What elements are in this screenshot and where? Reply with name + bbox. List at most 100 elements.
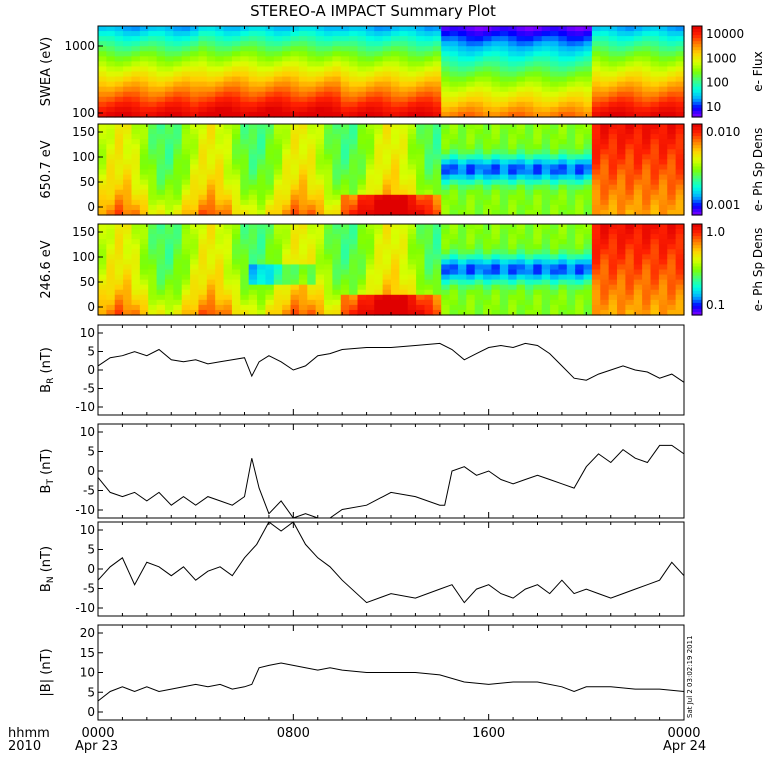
spectrogram-cell (265, 309, 275, 316)
spectrogram-cell (357, 264, 367, 271)
spectrogram-cell (466, 101, 476, 108)
spectrogram-cell (416, 149, 426, 155)
spectrogram-cell (382, 96, 392, 103)
spectrogram-cell (658, 164, 668, 171)
spectrogram-cell (106, 124, 116, 130)
spectrogram-cell (374, 86, 384, 93)
spectrogram-cell (332, 159, 342, 166)
spectrogram-cell (273, 46, 283, 52)
spectrogram-cell (231, 36, 241, 42)
spectrogram-cell (332, 189, 342, 196)
spectrogram-cell (441, 274, 451, 281)
spectrogram-cell (156, 199, 166, 206)
spectrogram-cell (650, 269, 660, 276)
spectrogram-cell (181, 244, 191, 250)
spectrogram-cell (524, 96, 534, 103)
spectrogram-cell (675, 184, 685, 191)
spectrogram-cell (315, 254, 325, 260)
spectrogram-cell (273, 144, 283, 150)
spectrogram-cell (382, 111, 392, 118)
spectrogram-cell (416, 294, 426, 301)
spectrogram-cell (231, 111, 241, 118)
spectrogram-cell (550, 106, 560, 113)
spectrogram-cell (114, 46, 124, 52)
spectrogram-cell (290, 269, 300, 276)
spectrogram-cell (658, 284, 668, 291)
spectrogram-cell (407, 284, 417, 291)
spectrogram-cell (407, 129, 417, 135)
spectrogram-cell (173, 294, 183, 301)
spectrogram-cell (298, 184, 308, 191)
spectrogram-cell (457, 41, 467, 47)
spectrogram-cell (566, 36, 576, 42)
spectrogram-cell (449, 26, 459, 32)
spectrogram-cell (416, 304, 426, 311)
spectrogram-cell (349, 154, 359, 160)
spectrogram-cell (449, 56, 459, 62)
spectrogram-cell (206, 36, 216, 42)
spectrogram-cell (374, 229, 384, 235)
spectrogram-cell (257, 81, 267, 88)
spectrogram-cell (357, 254, 367, 260)
spectrogram-cell (248, 96, 258, 103)
spectrogram-cell (541, 274, 551, 281)
spectrogram-cell (391, 129, 400, 135)
spectrogram-cell (524, 134, 534, 140)
spectrogram-cell (139, 76, 149, 83)
spectrogram-cell (533, 249, 543, 255)
spectrogram-cell (349, 61, 359, 68)
spectrogram-cell (181, 61, 191, 68)
spectrogram-cell (282, 284, 292, 291)
spectrogram-cell (667, 106, 677, 113)
spectrogram-cell (206, 224, 216, 230)
spectrogram-cell (650, 264, 660, 271)
spectrogram-cell (324, 134, 333, 140)
spectrogram-cell (483, 244, 493, 250)
spectrogram-cell (106, 86, 116, 93)
spectrogram-cell (550, 289, 560, 296)
spectrogram-cell (625, 239, 635, 245)
spectrogram-cell (215, 274, 225, 281)
spectrogram-cell (541, 224, 551, 230)
spectrogram-cell (416, 264, 426, 271)
spectrogram-cell (642, 224, 652, 230)
spectrogram-cell (524, 274, 534, 281)
spectrogram-cell (441, 41, 451, 47)
spectrogram-cell (474, 299, 484, 306)
spectrogram-cell (139, 304, 149, 311)
spectrogram-cell (324, 91, 333, 98)
spectrogram-cell (106, 274, 116, 281)
spectrogram-cell (131, 144, 141, 150)
spectrogram-cell (98, 189, 107, 196)
spectrogram-cell (357, 294, 367, 301)
spectrogram-cell (123, 106, 133, 113)
spectrogram-cell (374, 299, 384, 306)
spectrogram-cell (633, 179, 643, 186)
spectrogram-cell (625, 174, 635, 181)
spectrogram-cell (324, 284, 333, 291)
spectrogram-cell (457, 56, 467, 62)
spectrogram-cell (483, 71, 493, 78)
spectrogram-cell (382, 86, 392, 93)
spectrogram-cell (357, 154, 367, 160)
spectrogram-cell (474, 26, 484, 32)
spectrogram-cell (265, 284, 275, 291)
spectrogram-cell (382, 179, 392, 186)
spectrogram-cell (642, 254, 652, 260)
spectrogram-cell (114, 184, 124, 191)
y-tick-label: 50 (80, 275, 95, 289)
spectrogram-cell (290, 234, 300, 240)
spectrogram-cell (608, 164, 618, 171)
spectrogram-cell (441, 159, 451, 166)
spectrogram-cell (265, 239, 275, 245)
spectrogram-cell (382, 36, 392, 42)
spectrogram-cell (114, 294, 124, 301)
spectrogram-cell (315, 304, 325, 311)
spectrogram-cell (642, 81, 652, 88)
spectrogram-cell (198, 279, 208, 286)
spectrogram-cell (139, 96, 149, 103)
spectrogram-cell (658, 229, 668, 235)
spectrogram-cell (575, 86, 585, 93)
spectrogram-cell (273, 184, 283, 191)
spectrogram-cell (583, 229, 593, 235)
